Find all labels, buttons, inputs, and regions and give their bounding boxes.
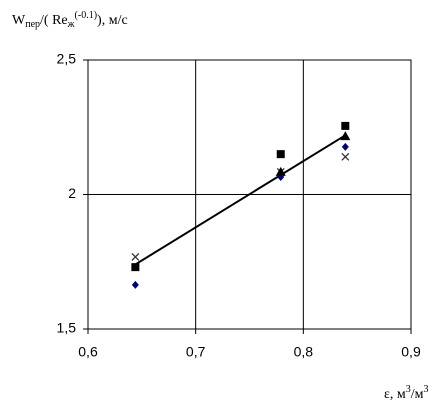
trend-line: [134, 134, 346, 266]
point: [131, 263, 140, 272]
point: [131, 280, 139, 289]
label-part: ж: [67, 19, 75, 30]
label-part: 3: [406, 384, 411, 395]
label-part: (-0.1): [75, 10, 98, 21]
x-tick-label: 0,8: [294, 344, 314, 360]
label-part: ε, м: [384, 387, 406, 402]
label-part: /м: [411, 387, 424, 402]
y-tick-label: 2,5: [57, 51, 77, 67]
y-axis-label: Wпер/( Reж(-0.1)), м/с: [12, 10, 128, 30]
point: [131, 252, 140, 261]
label-part: W: [12, 13, 26, 28]
x-tick-label: 0,6: [78, 344, 98, 360]
y-tick-label: 1,5: [57, 320, 77, 336]
point: [275, 166, 286, 176]
label-part: ), м/с: [97, 13, 128, 28]
point: [340, 131, 351, 141]
point: [341, 142, 349, 151]
point: [276, 150, 285, 159]
x-tick-label: 0,7: [186, 344, 206, 360]
label-part: 3: [424, 384, 429, 395]
point: [341, 152, 350, 161]
x-tick-label: 0,9: [401, 344, 421, 360]
y-tick-label: 2: [68, 185, 76, 201]
label-part: пер: [25, 19, 40, 30]
x-axis-label: ε, м3/м3: [384, 384, 429, 402]
label-part: /( Re: [40, 13, 68, 28]
point: [341, 121, 350, 130]
